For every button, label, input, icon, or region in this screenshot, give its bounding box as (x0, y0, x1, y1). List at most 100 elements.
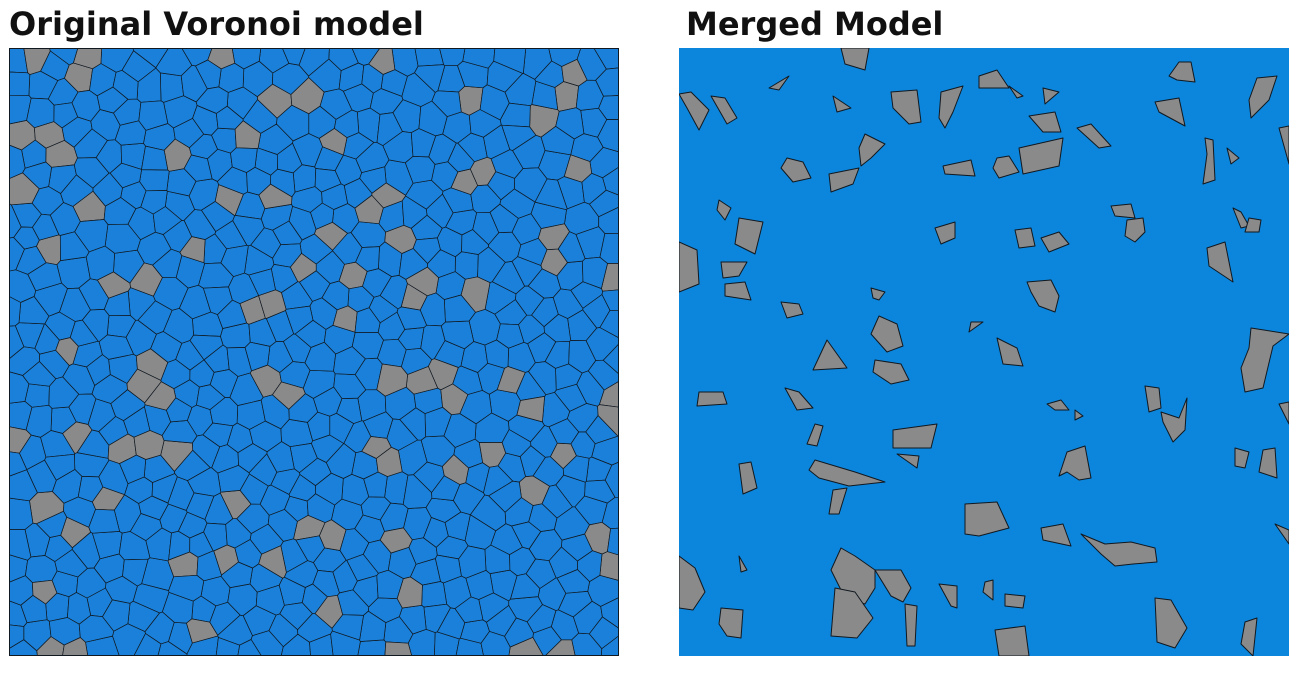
matrix-cell (24, 383, 50, 408)
matrix-cell (203, 286, 233, 315)
matrix-cell (98, 416, 129, 446)
matrix-cell (73, 157, 110, 189)
merged-inclusion (1240, 327, 1289, 393)
matrix-cell (288, 474, 316, 502)
inclusion-cell (62, 637, 89, 656)
merged-inclusion (1074, 409, 1084, 421)
matrix-cell (260, 204, 293, 231)
matrix-cell (423, 517, 449, 548)
inclusion-cell (179, 236, 206, 264)
merged-inclusion (1248, 75, 1278, 119)
merged-inclusion (934, 221, 956, 245)
merged-inclusion (978, 69, 1010, 89)
inclusion-cell (379, 527, 413, 554)
matrix-cell (557, 231, 586, 263)
matrix-cell (399, 407, 426, 441)
matrix-cell (183, 154, 213, 182)
merged-inclusion (1028, 111, 1062, 133)
merged-inclusion (1080, 533, 1158, 567)
merged-inclusion (872, 359, 910, 385)
matrix-cell (129, 513, 163, 541)
merged-inclusion (1206, 241, 1234, 283)
merged-inclusion (1040, 231, 1070, 253)
merged-inclusion (832, 95, 852, 113)
matrix-cell (548, 418, 580, 445)
matrix-cell (435, 554, 462, 584)
matrix-cell (543, 313, 572, 343)
matrix-cell (519, 445, 546, 477)
merged-inclusion (679, 555, 706, 611)
matrix-cell (329, 412, 354, 444)
matrix-cell (357, 639, 387, 656)
inclusion-cell (561, 58, 588, 87)
merged-inclusion (1244, 217, 1262, 233)
merged-inclusion (942, 159, 976, 177)
matrix-cell (139, 169, 170, 192)
inclusion-cell (599, 551, 619, 581)
matrix-cell (225, 518, 252, 549)
inclusion-cell (361, 436, 392, 459)
matrix-cell (510, 573, 541, 600)
matrix-cell (321, 183, 348, 210)
merged-inclusion (1014, 227, 1036, 249)
matrix-cell (140, 190, 168, 215)
merged-inclusion (1258, 447, 1278, 479)
merged-inclusion (806, 423, 824, 447)
merged-inclusion (890, 89, 922, 125)
matrix-cell (439, 48, 466, 66)
matrix-cell (331, 614, 364, 641)
merged-inclusion (679, 241, 700, 293)
inclusion-cell (272, 381, 306, 410)
matrix-cell (9, 203, 22, 239)
matrix-cell (420, 324, 446, 360)
merged-inclusion (828, 487, 848, 515)
matrix-cell (295, 535, 325, 563)
matrix-cell (562, 455, 590, 483)
matrix-cell (515, 285, 545, 316)
merged-inclusion (828, 167, 860, 193)
matrix-cell (119, 454, 147, 485)
matrix-cell (9, 71, 31, 96)
matrix-cell (102, 599, 131, 632)
matrix-cell (333, 346, 366, 375)
matrix-cell (555, 107, 585, 140)
matrix-cell (202, 422, 234, 448)
matrix-cell (151, 473, 178, 504)
matrix-cell (48, 376, 80, 409)
merged-inclusion (1040, 523, 1072, 547)
matrix-cell (189, 334, 224, 361)
inclusion-cell (496, 366, 526, 394)
matrix-cell (555, 363, 583, 391)
merged-inclusion (994, 625, 1030, 656)
matrix-cell (334, 109, 360, 138)
matrix-cell (86, 354, 111, 386)
merged-inclusion (938, 583, 958, 609)
matrix-cell (36, 510, 68, 538)
inclusion-cell (55, 337, 79, 366)
merged-inclusion (768, 75, 790, 91)
merged-inclusion (710, 95, 738, 125)
merged-inclusion (996, 337, 1024, 367)
matrix-cell (22, 161, 52, 190)
merged-inclusion (679, 91, 710, 131)
merged-inclusion (734, 217, 764, 255)
matrix-cell (410, 128, 437, 158)
merged-inclusion (784, 387, 814, 411)
matrix-cell (444, 511, 471, 542)
merged-inclusion (1110, 203, 1136, 219)
matrix-cell (285, 305, 314, 335)
matrix-cell (589, 189, 619, 218)
inclusion-cell (314, 221, 348, 251)
voronoi-model-panel (9, 48, 619, 656)
merged-inclusion (808, 459, 886, 487)
matrix-cell (354, 307, 381, 333)
merged-inclusion (1018, 137, 1064, 175)
matrix-cell (53, 102, 79, 129)
matrix-cell (593, 48, 619, 70)
merged-inclusion (840, 48, 870, 71)
matrix-cell (54, 549, 88, 578)
inclusion-cell (97, 271, 131, 299)
merged-inclusion (1144, 385, 1162, 413)
matrix-cell (255, 584, 285, 616)
matrix-cell (157, 641, 188, 656)
